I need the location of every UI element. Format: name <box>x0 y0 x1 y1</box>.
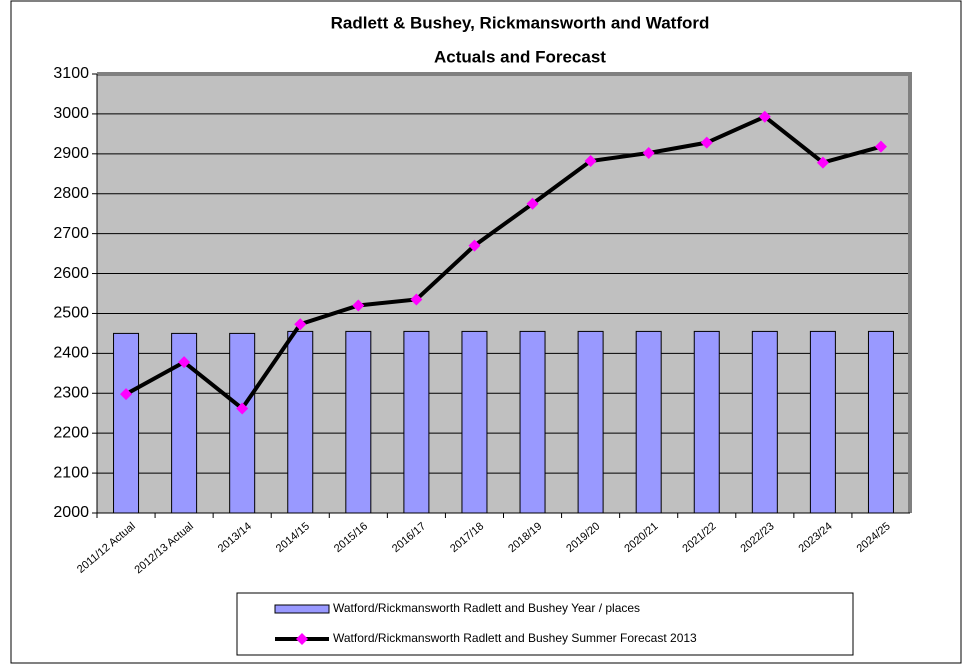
bar <box>751 330 778 514</box>
y-tick-label: 2800 <box>53 185 89 202</box>
bar <box>519 330 546 514</box>
y-tick-label: 2300 <box>53 384 89 401</box>
legend-swatch <box>274 604 330 614</box>
legend <box>236 592 854 656</box>
y-tick-label: 3100 <box>53 65 89 82</box>
marker <box>120 388 133 401</box>
y-tick-label: 2700 <box>53 225 89 242</box>
line <box>125 114 882 412</box>
bar <box>461 330 488 514</box>
y-tick-label: 2100 <box>53 464 89 481</box>
bar <box>113 332 140 514</box>
marker <box>874 140 887 153</box>
y-tick-label: 2900 <box>53 145 89 162</box>
y-tick-label: 2400 <box>53 345 89 362</box>
marker <box>236 402 249 415</box>
marker <box>758 110 771 123</box>
bar <box>693 330 720 514</box>
marker <box>700 136 713 149</box>
marker <box>816 156 829 169</box>
marker <box>584 155 597 168</box>
marker <box>642 147 655 160</box>
legend-label: Watford/Rickmansworth Radlett and Bushey… <box>333 631 697 645</box>
marker <box>468 239 481 252</box>
marker <box>352 299 365 312</box>
bar <box>229 332 256 514</box>
y-tick-label: 2600 <box>53 265 89 282</box>
bar <box>867 330 894 514</box>
bar <box>345 330 372 514</box>
y-tick-label: 2200 <box>53 424 89 441</box>
legend-label: Watford/Rickmansworth Radlett and Bushey… <box>333 601 640 615</box>
bar <box>809 330 836 514</box>
bar <box>577 330 604 514</box>
marker <box>294 318 307 331</box>
bar <box>635 330 662 514</box>
y-tick-label: 2000 <box>53 504 89 521</box>
marker <box>526 197 539 210</box>
plot-area <box>97 74 910 513</box>
marker <box>178 356 191 369</box>
chart-title: Radlett & Bushey, Rickmansworth and Watf… <box>331 13 710 32</box>
legend-marker <box>296 633 308 645</box>
bar <box>403 330 430 514</box>
marker <box>410 293 423 306</box>
bar <box>287 330 314 514</box>
chart-subtitle: Actuals and Forecast <box>434 47 606 66</box>
y-tick-label: 3000 <box>53 105 89 122</box>
y-tick-label: 2500 <box>53 305 89 322</box>
plot-frame <box>97 72 912 513</box>
